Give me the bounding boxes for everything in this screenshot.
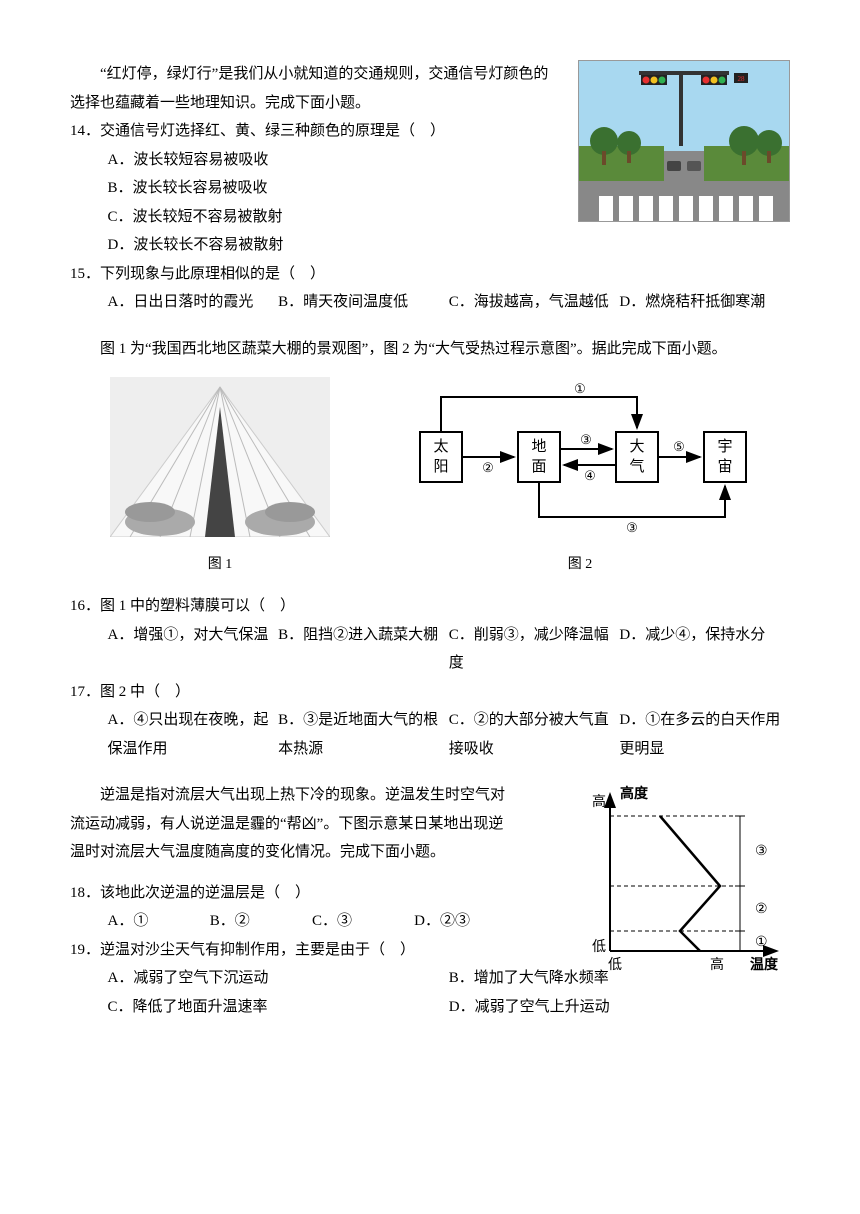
- svg-text:28: 28: [738, 75, 746, 83]
- q16-B: B．阻挡②进入蔬菜大棚: [278, 621, 449, 650]
- svg-text:温度: 温度: [750, 956, 779, 973]
- section-2: 图 1 为“我国西北地区蔬菜大棚的景观图”，图 2 为“大气受热过程示意图”。据…: [70, 335, 790, 764]
- q18-D: D．②③: [414, 907, 516, 936]
- q19-C: C．降低了地面升温速率: [108, 993, 449, 1022]
- figure-1: 图 1: [110, 377, 330, 578]
- q19-num: 19．: [70, 936, 100, 965]
- section-3: ① ② ③ 高度 高 低 低 高 温度 逆温是指对流层大气出现上热下冷的现象。逆…: [70, 781, 790, 1021]
- q18-stem: 该地此次逆温的逆温层是（ ）: [100, 879, 310, 908]
- q19-stem: 逆温对沙尘天气有抑制作用，主要是由于（ ）: [100, 936, 415, 965]
- q18-num: 18．: [70, 879, 100, 908]
- q18-C: C．③: [312, 907, 414, 936]
- q17: 17． 图 2 中（ ）: [70, 678, 790, 707]
- q18-A: A．①: [108, 907, 210, 936]
- q17-D: D．①在多云的白天作用更明显: [619, 706, 790, 763]
- q18-B: B．②: [210, 907, 312, 936]
- traffic-light-image: 28: [578, 60, 790, 222]
- svg-text:高度: 高度: [620, 785, 649, 802]
- svg-text:②: ②: [482, 460, 494, 475]
- svg-text:②: ②: [755, 902, 768, 917]
- svg-text:③: ③: [580, 432, 592, 447]
- q19: 19． 逆温对沙尘天气有抑制作用，主要是由于（ ）: [70, 936, 516, 965]
- q15-A: A．日出日落时的霞光: [108, 288, 279, 317]
- q17-A: A．④只出现在夜晚，起保温作用: [108, 706, 279, 763]
- q16-D: D．减少④，保持水分: [619, 621, 790, 650]
- section3-intro: 逆温是指对流层大气出现上热下冷的现象。逆温发生时空气对流运动减弱，有人说逆温是霾…: [70, 781, 516, 867]
- svg-text:①: ①: [574, 381, 586, 396]
- q14-A: A．波长较短容易被吸收: [108, 146, 561, 175]
- q19-A: A．减弱了空气下沉运动: [108, 964, 449, 993]
- q16-num: 16．: [70, 592, 100, 621]
- svg-text:太: 太: [433, 438, 448, 455]
- svg-text:宙: 宙: [717, 458, 732, 475]
- q15-C: C．海拔越高，气温越低: [449, 288, 620, 317]
- q17-C: C．②的大部分被大气直接吸收: [449, 706, 620, 763]
- svg-text:③: ③: [626, 520, 638, 535]
- svg-text:宇: 宇: [717, 438, 732, 455]
- q14-C: C．波长较短不容易被散射: [108, 203, 561, 232]
- q15-stem: 下列现象与此原理相似的是（ ）: [100, 260, 325, 289]
- q17-num: 17．: [70, 678, 100, 707]
- figure-2: 太 阳 地 面 大 气 宇 宙 ② ③ ④ ⑤: [410, 377, 750, 578]
- svg-text:气: 气: [629, 458, 644, 475]
- svg-text:高: 高: [592, 793, 606, 810]
- fig2-caption: 图 2: [410, 552, 750, 579]
- svg-text:低: 低: [608, 957, 622, 973]
- q15-D: D．燃烧秸秆抵御寒潮: [619, 288, 790, 317]
- q16-A: A．增强①，对大气保温: [108, 621, 279, 650]
- q16: 16． 图 1 中的塑料薄膜可以（ ）: [70, 592, 790, 621]
- temperature-chart: ① ② ③ 高度 高 低 低 高 温度: [570, 781, 790, 981]
- q16-C: C．削弱③，减少降温幅度: [449, 621, 620, 678]
- q15-num: 15．: [70, 260, 100, 289]
- q15: 15． 下列现象与此原理相似的是（ ）: [70, 260, 790, 289]
- q14-D: D．波长较长不容易被散射: [108, 231, 561, 260]
- svg-text:⑤: ⑤: [673, 439, 685, 454]
- svg-text:面: 面: [531, 459, 546, 475]
- q16-stem: 图 1 中的塑料薄膜可以（ ）: [100, 592, 295, 621]
- q15-B: B．晴天夜间温度低: [278, 288, 449, 317]
- q14-num: 14．: [70, 117, 100, 146]
- svg-text:阳: 阳: [433, 458, 448, 475]
- section-1: 28 “红灯停，绿灯行”是我们从小就知道的交通规则，交通信号灯颜色的选择也蕴藏着…: [70, 60, 790, 317]
- svg-text:大: 大: [629, 438, 644, 455]
- q19-D: D．减弱了空气上升运动: [449, 993, 790, 1022]
- svg-text:③: ③: [755, 844, 768, 859]
- q18: 18． 该地此次逆温的逆温层是（ ）: [70, 879, 516, 908]
- q14-stem: 交通信号灯选择红、黄、绿三种颜色的原理是（ ）: [100, 117, 445, 146]
- svg-text:①: ①: [755, 935, 768, 950]
- q17-stem: 图 2 中（ ）: [100, 678, 190, 707]
- q17-B: B．③是近地面大气的根本热源: [278, 706, 449, 763]
- svg-text:地: 地: [531, 438, 546, 455]
- svg-text:低: 低: [592, 939, 606, 955]
- fig1-caption: 图 1: [110, 552, 330, 579]
- q14-B: B．波长较长容易被吸收: [108, 174, 561, 203]
- svg-text:高: 高: [710, 956, 724, 973]
- section2-intro: 图 1 为“我国西北地区蔬菜大棚的景观图”，图 2 为“大气受热过程示意图”。据…: [70, 335, 790, 364]
- svg-text:④: ④: [584, 468, 596, 483]
